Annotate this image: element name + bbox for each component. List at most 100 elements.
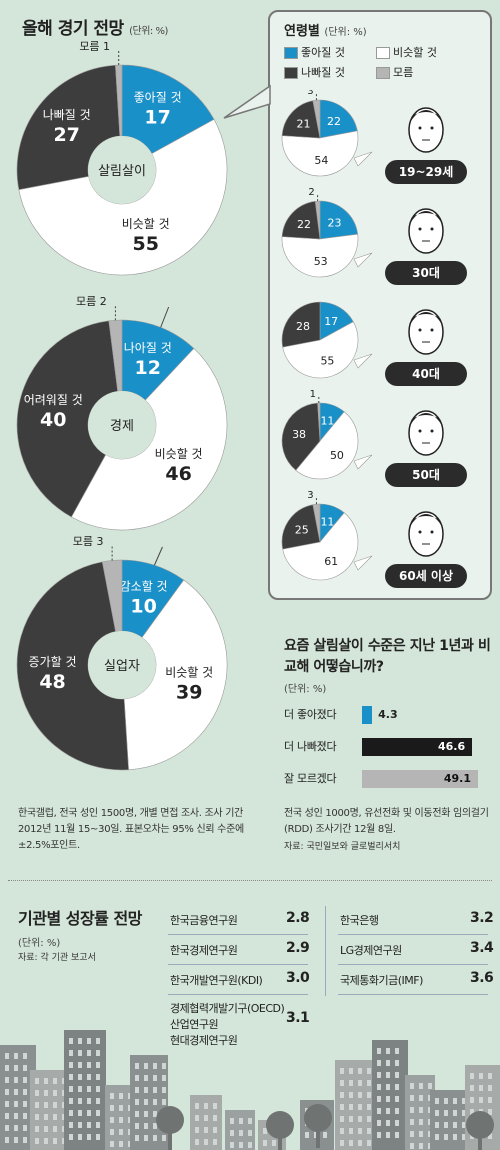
bar-value: 46.6 — [437, 740, 466, 753]
slice-value: 40 — [40, 409, 66, 431]
tree-icon — [266, 1111, 294, 1150]
growth-org: 현대경제연구원 — [170, 1034, 238, 1047]
slice-value: 27 — [53, 124, 79, 146]
donut-0: 좋아질 것 17 비슷할 것 55 나빠질 것 27 모름 1 살림살이 — [16, 40, 228, 276]
legend-label: 비슷할 것 — [393, 46, 437, 59]
bar — [362, 706, 373, 724]
age-donut-0: 22 54 21 3 — [281, 90, 444, 177]
bar-unit: (단위: %) — [284, 684, 327, 695]
age-slice-unknown — [312, 503, 321, 543]
person-face-icon — [408, 208, 444, 254]
growth-title: 기관별 성장률 전망 — [18, 909, 142, 928]
growth-org: 국제통화기금(IMF) — [340, 974, 423, 987]
row-divider — [338, 964, 488, 965]
donut-hole — [88, 136, 156, 204]
tree-icon — [156, 1106, 184, 1150]
slice-value: 46 — [165, 463, 191, 485]
legend-swatch — [376, 47, 390, 59]
age-slice-value: 50 — [330, 449, 344, 462]
growth-org: 경제협력개발기구(OECD) — [170, 1002, 285, 1015]
building-icon — [372, 1040, 408, 1150]
slice-label: 비슷할 것 — [155, 447, 203, 461]
legend-item: 나빠질 것 — [284, 64, 345, 80]
bar — [362, 738, 472, 756]
growth-value: 2.8 — [286, 910, 310, 926]
bar-row: 더 나빠졌다 46.6 — [272, 734, 492, 760]
age-title: 연령별 — [284, 24, 320, 39]
legend-label: 나빠질 것 — [301, 66, 345, 79]
donut-hole — [88, 631, 156, 699]
growth-value: 3.6 — [470, 970, 494, 986]
row-divider — [168, 964, 308, 965]
donut-center-label: 경제 — [110, 419, 134, 434]
legend-item: 비슷할 것 — [376, 44, 437, 60]
age-group-label: 40대 — [385, 362, 467, 386]
growth-value: 3.0 — [286, 970, 310, 986]
growth-source: 자료: 각 기관 보고서 — [18, 953, 96, 963]
slice-label: 비슷할 것 — [122, 217, 170, 231]
legend-swatch — [376, 67, 390, 79]
age-slice-value: 61 — [324, 555, 338, 568]
building-icon — [190, 1095, 222, 1150]
slice-증가할 것 — [16, 561, 129, 771]
bar-row: 잘 모르겠다 49.1 — [272, 766, 492, 792]
person-face-icon — [408, 107, 444, 153]
slice-value: 10 — [130, 595, 156, 617]
small-slice-label: 모름 3 — [73, 535, 104, 548]
age-group-label: 60세 이상 — [385, 564, 467, 588]
city-skyline-illustration — [0, 1030, 500, 1150]
person-face-icon — [408, 309, 444, 355]
donut-hole — [88, 391, 156, 459]
age-group-label: 50대 — [385, 463, 467, 487]
speech-tail — [353, 252, 373, 268]
small-slice-label: 모름 1 — [79, 40, 110, 53]
legend-swatch — [284, 47, 298, 59]
age-slice-value: 22 — [327, 115, 341, 128]
building-icon — [130, 1055, 168, 1150]
age-slice-value: 21 — [296, 117, 310, 130]
building-icon — [225, 1110, 255, 1150]
age-unknown-value: 3 — [307, 490, 313, 501]
slice-label: 나빠질 것 — [43, 108, 91, 122]
tree-icon — [466, 1111, 494, 1150]
age-panel-title: 연령별 (단위: %) — [284, 20, 367, 39]
slice-value: 39 — [176, 682, 202, 704]
legend-label: 좋아질 것 — [301, 46, 345, 59]
slice-value: 55 — [132, 233, 158, 255]
person-face-icon — [408, 511, 444, 557]
legend-swatch — [284, 67, 298, 79]
slice-label: 감소할 것 — [120, 579, 168, 593]
age-slice-value: 53 — [314, 255, 328, 268]
age-unknown-value: 3 — [307, 90, 313, 97]
bar-value: 49.1 — [443, 772, 472, 785]
small-slice-label: 모름 2 — [76, 295, 107, 308]
main-title: 올해 경기 전망 (단위: %) — [22, 14, 168, 39]
age-group-label: 30대 — [385, 261, 467, 285]
slice-value: 48 — [39, 671, 65, 693]
leader-line — [160, 306, 170, 328]
bar-category-label: 잘 모르겠다 — [284, 772, 337, 785]
growth-org: 한국경제연구원 — [170, 944, 238, 957]
building-icon — [64, 1030, 106, 1150]
slice-label: 좋아질 것 — [134, 91, 182, 105]
bar-note: 전국 성인 1000명, 유선전화 및 이동전화 임의걸기(RDD) 조사기간 … — [284, 808, 489, 835]
age-unknown-value: 2 — [308, 187, 314, 198]
growth-org: 한국은행 — [340, 914, 379, 927]
bar-category-label: 더 좋아졌다 — [284, 708, 337, 721]
donut-2: 감소할 것 10 비슷할 것 39 증가할 것 48 모름 3 실업자 — [16, 535, 228, 771]
age-slice-value: 22 — [297, 218, 311, 231]
bar-category-label: 더 나빠졌다 — [284, 740, 337, 753]
slice-value: 17 — [144, 107, 170, 129]
growth-value: 2.9 — [286, 940, 310, 956]
row-divider — [338, 994, 488, 995]
speech-tail — [353, 353, 373, 369]
age-slice-value: 17 — [324, 315, 338, 328]
age-slice-value: 23 — [328, 216, 342, 229]
legend-item: 모름 — [376, 64, 413, 80]
row-divider — [168, 994, 308, 995]
age-slice-unknown — [312, 99, 321, 139]
age-slice-value: 11 — [320, 515, 334, 528]
